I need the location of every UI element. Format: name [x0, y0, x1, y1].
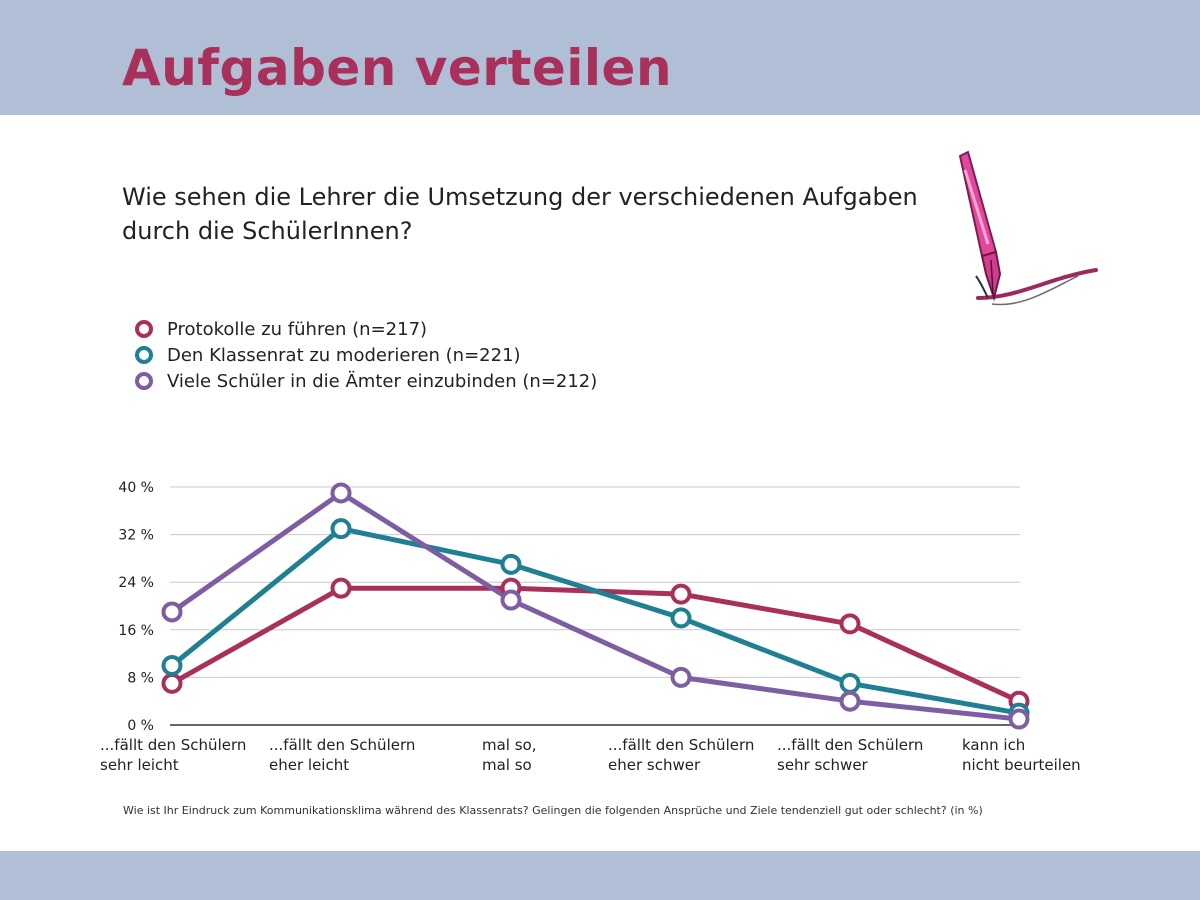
- question-text: Wie sehen die Lehrer die Umsetzung der v…: [122, 180, 952, 248]
- y-tick-label: 16 %: [118, 623, 154, 639]
- x-tick-label: ...fällt den Schülern: [100, 736, 246, 754]
- y-tick-label: 8 %: [127, 670, 154, 686]
- legend-label-protokolle: Protokolle zu führen (n=217): [167, 318, 428, 340]
- data-point: [161, 655, 183, 676]
- x-tick-label: ...fällt den Schülern: [777, 736, 923, 754]
- header-band: [0, 0, 1200, 115]
- question-line-2: durch die SchülerInnen?: [122, 217, 413, 245]
- x-tick-label: mal so: [482, 756, 532, 774]
- x-tick-label: nicht beurteilen: [962, 756, 1081, 774]
- y-tick-label: 40 %: [118, 480, 154, 496]
- series-line: [169, 490, 1022, 722]
- page-title: Aufgaben verteilen: [122, 39, 673, 97]
- y-tick-label: 24 %: [118, 575, 154, 591]
- data-point: [330, 482, 352, 504]
- x-tick-label: kann ich: [962, 736, 1025, 754]
- data-point: [330, 577, 352, 599]
- legend-label-klassenrat: Den Klassenrat zu moderieren (n=221): [167, 344, 521, 366]
- data-point: [330, 518, 352, 540]
- data-point: [839, 613, 861, 635]
- question-line-1: Wie sehen die Lehrer die Umsetzung der v…: [122, 183, 918, 211]
- data-point: [670, 583, 692, 605]
- legend-item-klassenrat: Den Klassenrat zu moderieren (n=221): [135, 342, 597, 368]
- fountain-pen-icon: [958, 150, 1098, 306]
- footnote: Wie ist Ihr Eindruck zum Kommunikationsk…: [123, 804, 983, 817]
- data-point: [500, 553, 522, 575]
- legend-marker-protokolle: [135, 320, 153, 338]
- data-point: [839, 690, 861, 712]
- x-tick-label: sehr leicht: [100, 756, 179, 774]
- x-tick-label: eher schwer: [608, 756, 701, 774]
- data-point: [161, 601, 183, 623]
- data-point: [670, 666, 692, 688]
- series-line: [169, 526, 1022, 716]
- x-tick-label: eher leicht: [269, 756, 349, 774]
- footer-band: [0, 851, 1200, 900]
- x-tick-label: sehr schwer: [777, 756, 869, 774]
- legend-item-protokolle: Protokolle zu führen (n=217): [135, 316, 597, 342]
- legend-marker-aemter: [135, 372, 153, 390]
- x-tick-label: ...fällt den Schülern: [269, 736, 415, 754]
- y-tick-label: 0 %: [127, 718, 154, 734]
- x-tick-label: ...fällt den Schülern: [608, 736, 754, 754]
- data-point: [500, 589, 522, 611]
- legend-label-aemter: Viele Schüler in die Ämter einzubinden (…: [167, 370, 598, 392]
- legend-marker-klassenrat: [135, 346, 153, 364]
- data-point: [1008, 708, 1030, 730]
- data-point: [839, 672, 861, 694]
- data-point: [670, 607, 692, 629]
- line-chart: 0 % 8 % 16 % 24 % 32 % 40 % ...fällt den Schül…: [100, 480, 1081, 774]
- data-point: [161, 672, 183, 694]
- chart-legend: Protokolle zu führen (n=217) Den Klassen…: [135, 316, 597, 394]
- x-tick-label: mal so,: [482, 736, 537, 754]
- series-line: [169, 585, 1022, 704]
- legend-item-aemter: Viele Schüler in die Ämter einzubinden (…: [135, 368, 597, 394]
- y-tick-label: 32 %: [118, 528, 154, 544]
